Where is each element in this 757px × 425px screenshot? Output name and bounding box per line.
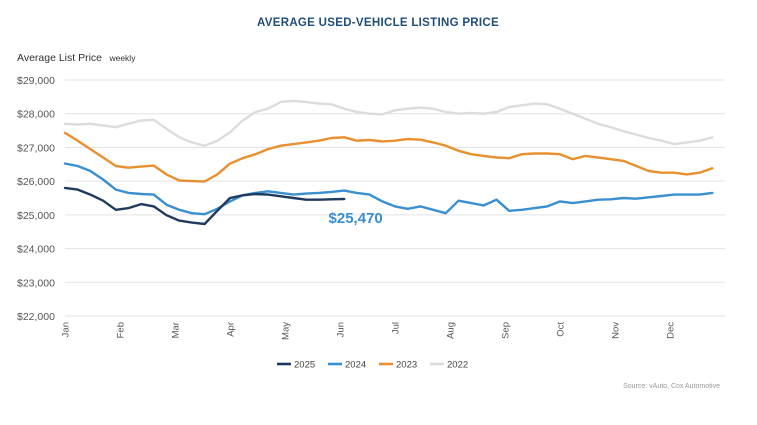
x-tick-label: Sep	[501, 322, 512, 339]
x-tick-label: Jan	[61, 322, 72, 337]
y-axis-title-main: Average List Price	[17, 52, 102, 64]
series-line-2023	[63, 131, 714, 183]
x-tick-label: Jun	[336, 322, 347, 337]
legend-item-2022: 2022	[430, 360, 468, 371]
legend-label: 2022	[447, 360, 468, 371]
legend-item-2023: 2023	[379, 360, 417, 371]
y-tick-label: $24,000	[17, 244, 55, 256]
chart-title: AVERAGE USED-VEHICLE LISTING PRICE	[257, 17, 499, 29]
y-axis-title-suffix: weekly	[108, 53, 136, 63]
legend: 2025 2024 2023 2022	[277, 360, 468, 371]
x-tick-label: Nov	[610, 322, 621, 339]
y-tick-label: $27,000	[17, 142, 55, 154]
y-tick-label: $22,000	[17, 311, 55, 323]
y-tick-label: $25,000	[17, 210, 55, 222]
series-line-2024	[63, 162, 714, 216]
legend-item-2024: 2024	[328, 360, 366, 371]
series-lines	[63, 99, 714, 226]
x-tick-label: May	[280, 322, 291, 340]
legend-item-2025: 2025	[277, 360, 315, 371]
x-tick-label: Aug	[445, 322, 456, 339]
x-tick-label: Jul	[391, 322, 402, 334]
x-tick-label: Mar	[171, 322, 182, 338]
annotations: $25,470	[329, 210, 383, 227]
series-line-2025	[63, 186, 346, 226]
x-tick-label: Dec	[666, 322, 677, 339]
gridlines	[65, 79, 725, 317]
y-tick-label: $23,000	[17, 277, 55, 289]
y-axis-title: Average List Price weekly	[17, 48, 136, 65]
y-tick-label: $28,000	[17, 109, 55, 121]
legend-label: 2024	[345, 360, 366, 371]
legend-label: 2025	[294, 360, 315, 371]
y-tick-label: $29,000	[17, 75, 55, 87]
series-line-2022	[63, 99, 714, 147]
legend-label: 2023	[396, 360, 417, 371]
annotation-label: $25,470	[329, 210, 383, 227]
x-tick-label: Apr	[226, 322, 237, 337]
y-tick-label: $26,000	[17, 176, 55, 188]
x-tick-label: Feb	[115, 322, 126, 338]
x-axis-ticks: Jan Feb Mar Apr May Jun Jul Aug Sep Oct Nov Dec	[61, 322, 677, 340]
y-axis-ticks: $22,000 $23,000 $24,000 $25,000 $26,000 $27,0…	[17, 75, 55, 323]
x-tick-label: Oct	[556, 322, 567, 337]
source-note: Source: vAuto, Cox Automotive	[623, 383, 720, 390]
